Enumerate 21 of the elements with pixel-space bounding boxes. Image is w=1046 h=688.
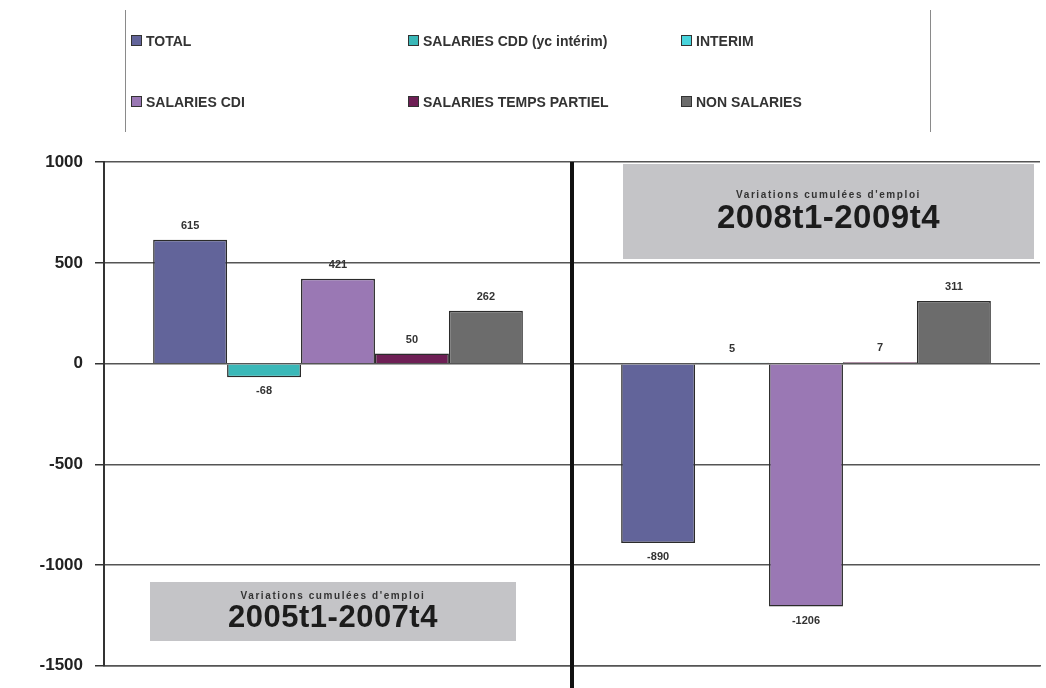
data-label: -68 [256,384,273,397]
legend-label: SALARIES CDI [146,93,245,110]
y-tick-label: 1000 [45,151,83,171]
legend-label: TOTAL [146,32,192,49]
legend-label: INTERIM [696,32,754,49]
data-label: -890 [647,549,670,562]
data-label: 615 [180,218,200,231]
y-tick-label: 0 [73,353,83,373]
data-label: 7 [876,341,884,354]
data-label: 311 [945,280,963,293]
data-label: 262 [476,289,496,302]
legend-label: NON SALARIES [696,93,802,110]
legend-label: SALARIES CDD (yc intérim) [423,32,608,49]
data-label: 50 [405,332,419,345]
data-label: 5 [728,341,736,354]
y-tick-label: -1000 [39,554,83,574]
y-tick-label: -1500 [39,655,83,675]
y-tick-label: -500 [48,454,83,474]
data-label: -1206 [791,613,821,626]
y-tick-label: 500 [54,252,83,272]
legend-label: SALARIES TEMPS PARTIEL [423,93,609,110]
